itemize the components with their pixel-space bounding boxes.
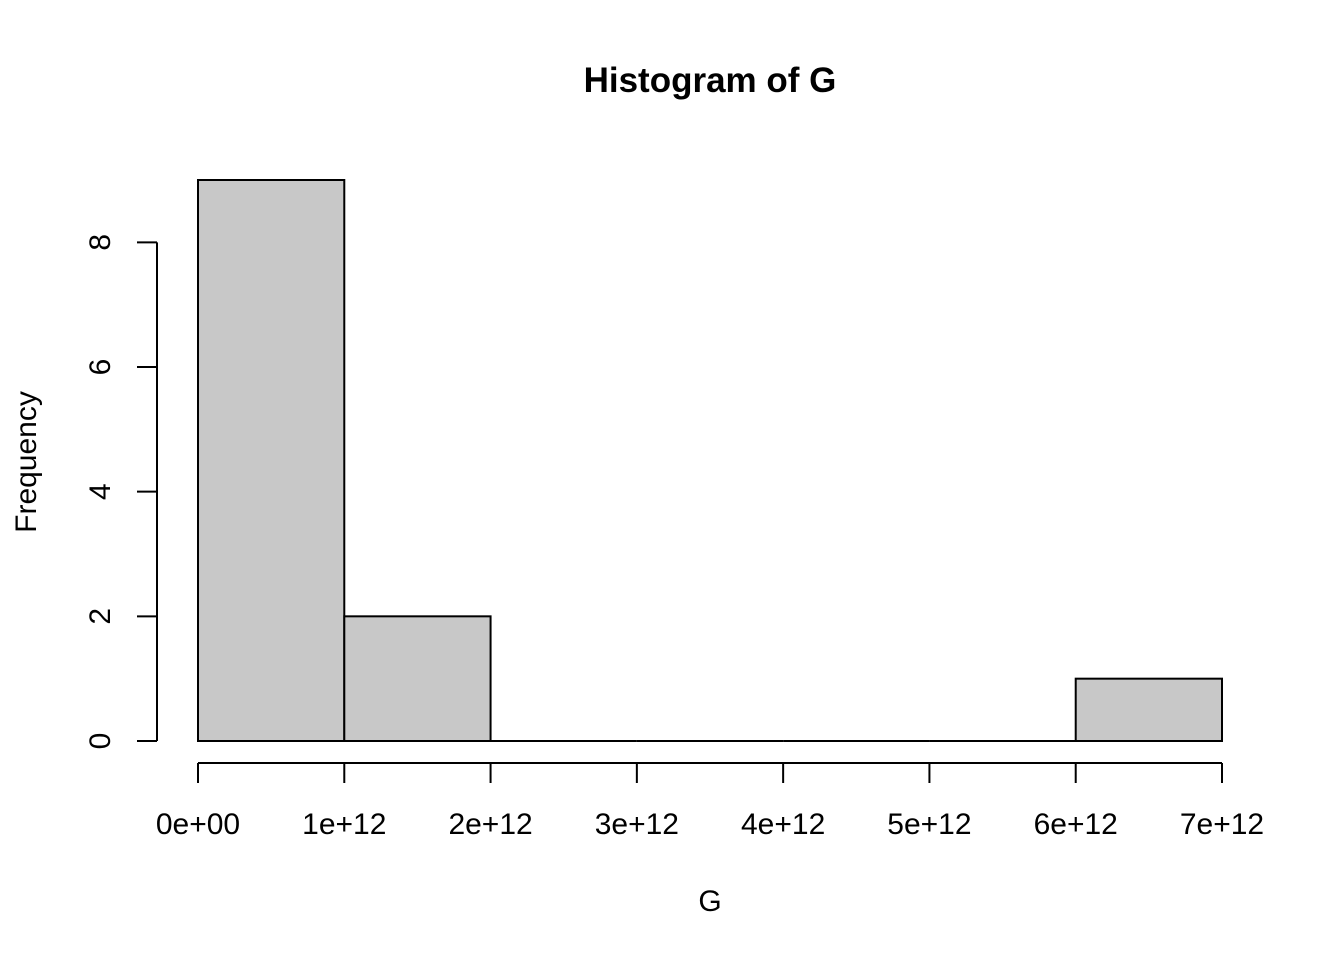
histogram-bar-1 xyxy=(343,615,492,742)
x-tick-label-5: 5e+12 xyxy=(887,808,971,841)
histogram-bar-6 xyxy=(1074,677,1223,743)
y-tick-label-3: 6 xyxy=(84,359,117,376)
x-tick-label-7: 7e+12 xyxy=(1180,808,1264,841)
x-tick-label-4: 4e+12 xyxy=(741,808,825,841)
x-tick-label-3: 3e+12 xyxy=(595,808,679,841)
x-tick-label-1: 1e+12 xyxy=(302,808,386,841)
bars xyxy=(197,179,1223,743)
x-tick-label-2: 2e+12 xyxy=(448,808,532,841)
y-axis: 0 2 4 6 8 xyxy=(84,234,158,750)
y-tick-label-2: 4 xyxy=(84,483,117,500)
y-axis-label: Frequency xyxy=(10,391,43,533)
chart-title: Histogram of G xyxy=(584,61,837,100)
x-axis: 0e+00 1e+12 2e+12 3e+12 4e+12 5e+12 6e+12 7e+12 xyxy=(156,762,1264,841)
y-tick-label-4: 8 xyxy=(84,234,117,251)
y-tick-label-1: 2 xyxy=(84,608,117,625)
x-axis-label: G xyxy=(698,885,721,918)
histogram-bar-0 xyxy=(197,179,346,742)
y-tick-label-0: 0 xyxy=(84,733,117,750)
x-tick-label-6: 6e+12 xyxy=(1034,808,1118,841)
x-tick-label-0: 0e+00 xyxy=(156,808,240,841)
